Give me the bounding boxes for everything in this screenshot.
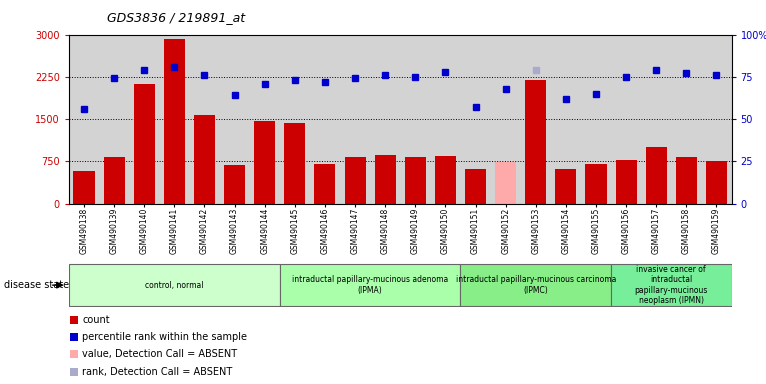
Bar	[164, 39, 185, 204]
Text: invasive cancer of
intraductal
papillary-mucinous
neoplasm (IPMN): invasive cancer of intraductal papillary…	[634, 265, 708, 305]
Text: intraductal papillary-mucinous carcinoma
(IPMC): intraductal papillary-mucinous carcinoma…	[456, 275, 616, 295]
Text: control, normal: control, normal	[145, 281, 204, 290]
FancyBboxPatch shape	[69, 264, 280, 306]
Text: GDS3836 / 219891_at: GDS3836 / 219891_at	[107, 12, 245, 25]
Text: intraductal papillary-mucinous adenoma
(IPMA): intraductal papillary-mucinous adenoma (…	[292, 275, 448, 295]
Bar	[435, 156, 456, 204]
Text: rank, Detection Call = ABSENT: rank, Detection Call = ABSENT	[83, 366, 233, 377]
Bar	[404, 157, 426, 204]
Bar	[74, 171, 94, 204]
Bar	[646, 147, 666, 204]
FancyBboxPatch shape	[611, 264, 732, 306]
FancyBboxPatch shape	[460, 264, 611, 306]
Bar	[194, 114, 215, 204]
Bar	[555, 169, 577, 204]
Bar	[224, 165, 245, 204]
Bar	[495, 162, 516, 204]
Bar	[103, 157, 125, 204]
Text: percentile rank within the sample: percentile rank within the sample	[83, 332, 247, 342]
Bar	[284, 123, 306, 204]
Bar	[345, 157, 365, 204]
Text: count: count	[83, 314, 110, 325]
Bar	[314, 164, 336, 204]
Text: value, Detection Call = ABSENT: value, Detection Call = ABSENT	[83, 349, 237, 359]
Bar	[525, 79, 546, 204]
Bar	[254, 121, 275, 204]
Bar	[465, 169, 486, 204]
Bar	[676, 157, 697, 204]
Bar	[616, 160, 637, 204]
Bar	[375, 154, 396, 204]
Bar	[706, 161, 727, 204]
Bar	[585, 164, 607, 204]
Bar	[134, 84, 155, 204]
FancyBboxPatch shape	[280, 264, 460, 306]
Text: disease state: disease state	[4, 280, 69, 290]
